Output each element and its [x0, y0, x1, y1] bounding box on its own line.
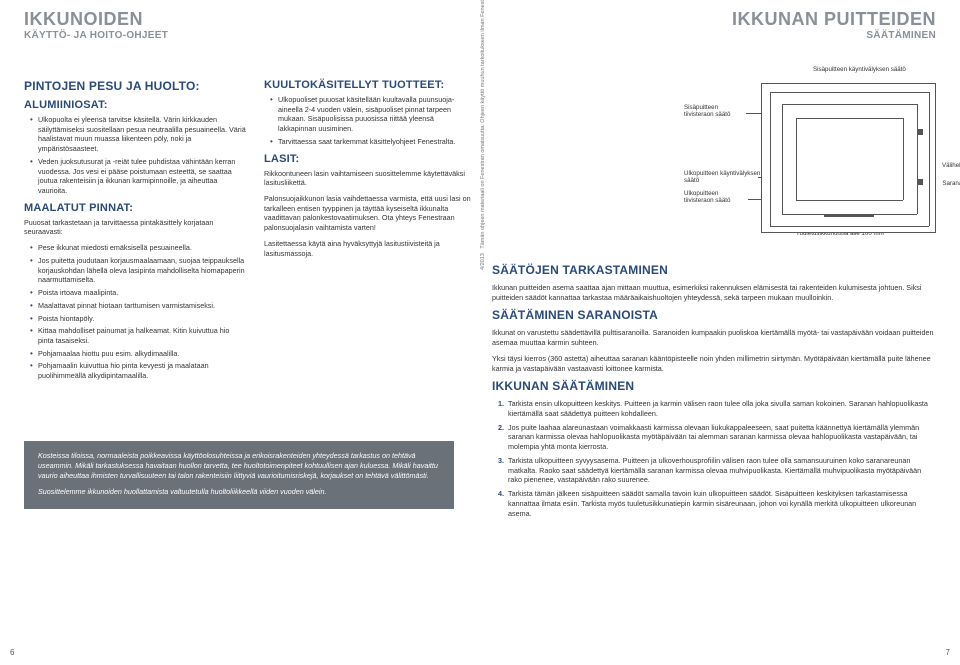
list-item: Ulkopuoliset puuosat käsitellään kuultav…	[272, 95, 474, 134]
hinge-p1: Ikkunat on varustettu säädettävillä pult…	[492, 328, 936, 347]
diagram-label-right1: Välihela	[942, 163, 960, 170]
list-item: Ulkopuolta ei yleensä tarvitse käsitellä…	[32, 115, 246, 154]
list-item: Tarvittaessa saat tarkemmat käsittelyohj…	[272, 137, 474, 147]
list-item: Pohjamaalin kuivuttua hio pinta kevyesti…	[32, 361, 246, 380]
header-right-sub: SÄÄTÄMINEN	[732, 30, 936, 41]
painted-list: Pese ikkunat miedosti emäksisellä pesuai…	[24, 243, 246, 381]
col-mid: Kuultokäsitellyt tuotteet: Ulkopuoliset …	[264, 73, 474, 524]
aluminium-list: Ulkopuolta ei yleensä tarvitse käsitellä…	[24, 115, 246, 196]
heading-wash: Pintojen pesu ja huolto:	[24, 79, 246, 93]
glass-p3: Lasitettaessa käytä aina hyväksyttyjä la…	[264, 239, 474, 258]
heading-adjust: Ikkunan säätäminen	[492, 379, 936, 393]
copyright-text: Tämän ohjeen materiaali on Fenestran oma…	[480, 0, 486, 249]
diagram-label-left2: Ulkopuitteen käyntivälyksen säätö	[684, 171, 762, 185]
header-right-title: IKKUNAN PUITTEIDEN	[732, 10, 936, 28]
header-left-title: IKKUNOIDEN	[24, 10, 168, 28]
issue-tag: 4/2013	[480, 253, 486, 270]
check-p: Ikkunan puitteiden asema saattaa ajan mi…	[492, 283, 936, 302]
window-diagram: Sisäpuitteen käyntivälyksen säätö Sisäpu…	[688, 73, 936, 253]
list-item: Jos puite laahaa alareunastaan voimakkaa…	[506, 423, 936, 452]
list-item: Tarkista ensin ulkopuitteen keskitys. Pu…	[506, 399, 936, 418]
painted-intro: Puuosat tarkastetaan ja tarvittaessa pin…	[24, 218, 246, 237]
glass-p2: Palonsuojaikkunon lasia vaihdettaessa va…	[264, 194, 474, 233]
diagram-label-right2: Saranat	[942, 181, 960, 188]
list-item: Veden juoksutusurat ja -reiät tulee puhd…	[32, 157, 246, 196]
col-left: Pintojen pesu ja huolto: Alumiiniosat: U…	[24, 73, 246, 524]
heading-hinge: Säätäminen saranoista	[492, 308, 936, 322]
list-item: Pohjamaalaa hiottu puu esim. alkydimaali…	[32, 349, 246, 359]
hinge-p2: Yksi täysi kierros (360 astetta) aiheutt…	[492, 354, 936, 373]
list-item: Tarkista ulkopuitteen syvyysasema. Puitt…	[506, 456, 936, 485]
diagram-label-top: Sisäpuitteen käyntivälyksen säätö	[813, 67, 913, 74]
page-number-right: 7	[946, 648, 950, 657]
list-item: Kittaa mahdolliset painumat ja halkeamat…	[32, 326, 246, 345]
header-left-sub: KÄYTTÖ- JA HOITO-OHJEET	[24, 30, 168, 41]
header-right: IKKUNAN PUITTEIDEN SÄÄTÄMINEN	[732, 10, 936, 41]
vertical-copyright: 4/2013 Tämän ohjeen materiaali on Fenest…	[480, 0, 486, 270]
list-item: Poista irtoava maalipinta.	[32, 288, 246, 298]
page-number-left: 6	[10, 648, 14, 657]
list-item: Poista hiontapöly.	[32, 314, 246, 324]
heading-products: Kuultokäsitellyt tuotteet:	[264, 79, 474, 91]
header-left: IKKUNOIDEN KÄYTTÖ- JA HOITO-OHJEET	[24, 10, 168, 41]
heading-painted: Maalatut pinnat:	[24, 202, 246, 214]
diagram-label-left3: Ulkopuitteen tiivisteraon säätö	[684, 191, 746, 205]
list-item: Jos puitetta joudutaan korjausmaalaamaan…	[32, 256, 246, 285]
glass-p1: Rikkoontuneen lasin vaihtamiseen suositt…	[264, 169, 474, 188]
heading-check: Säätöjen tarkastaminen	[492, 263, 936, 277]
heading-glass: Lasit:	[264, 153, 474, 165]
diagram-label-left1: Sisäpuitteen tiivisteraon säätö	[684, 105, 746, 119]
col-right: Sisäpuitteen käyntivälyksen säätö Sisäpu…	[492, 73, 936, 524]
list-item: Maalattavat pinnat hiotaan tarttumisen v…	[32, 301, 246, 311]
diagram-frame	[761, 83, 936, 233]
products-list: Ulkopuoliset puuosat käsitellään kuultav…	[264, 95, 474, 147]
list-item: Tarkista tämän jälkeen sisäpuitteen sääd…	[506, 489, 936, 518]
list-item: Pese ikkunat miedosti emäksisellä pesuai…	[32, 243, 246, 253]
adjust-list: Tarkista ensin ulkopuitteen keskitys. Pu…	[492, 399, 936, 518]
heading-aluminium: Alumiiniosat:	[24, 99, 246, 111]
